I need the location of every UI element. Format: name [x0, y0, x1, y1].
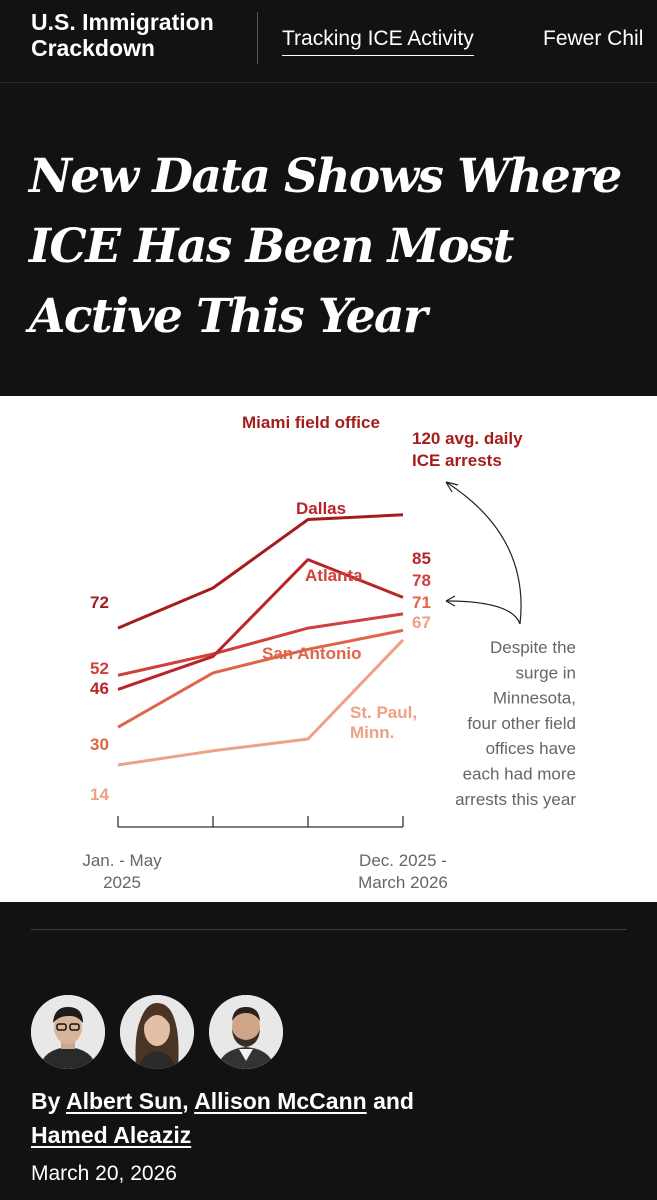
person-portrait-icon — [120, 995, 194, 1069]
article-headline: New Data Shows Where ICE Has Been Most A… — [29, 149, 622, 344]
top-nav: U.S. Immigration Crackdown Tracking ICE … — [0, 0, 657, 83]
start-value-label: 46 — [90, 679, 109, 698]
annotation-text: Despite the surge in Minnesota, four other … — [455, 638, 576, 809]
end-value-label-miami: 120 avg. daily ICE arrests — [412, 429, 523, 470]
author-link-hamed-aleaziz[interactable]: Hamed Aleaziz — [31, 1122, 192, 1148]
author-link-albert-sun[interactable]: Albert Sun — [65, 1088, 183, 1114]
series-name-atlanta: Atlanta — [305, 566, 363, 585]
start-value-label: 52 — [90, 659, 109, 678]
start-value-label: 30 — [90, 735, 109, 754]
byline-and: and — [373, 1088, 414, 1114]
series-line-st-paul-minn — [117, 638, 405, 767]
series-line-miami-field-office — [117, 513, 404, 630]
series-line-atlanta — [117, 612, 404, 677]
byline: By Albert Sun, Allison McCann and Hamed … — [31, 1084, 631, 1152]
section-title-link[interactable]: U.S. Immigration Crackdown — [31, 9, 214, 61]
end-value-label: 85 — [412, 549, 431, 568]
end-value-label: 71 — [412, 593, 431, 612]
series-name-san-antonio: San Antonio — [262, 644, 361, 663]
author-avatar-albert-sun[interactable] — [31, 995, 105, 1069]
author-avatar-hamed-aleaziz[interactable] — [209, 995, 283, 1069]
nav-link-fewer-children[interactable]: Fewer Chil — [543, 27, 644, 50]
publish-date: March 20, 2026 — [31, 1162, 177, 1185]
person-portrait-icon — [209, 995, 283, 1069]
series-name-miami: Miami field office — [242, 413, 380, 432]
byline-separator: , — [182, 1088, 189, 1114]
start-value-label: 14 — [90, 785, 109, 804]
start-value-label: 72 — [90, 593, 109, 612]
x-tick-label-start: Jan. - May 2025 — [82, 851, 162, 892]
series-name-dallas: Dallas — [296, 499, 346, 518]
end-value-label: 78 — [412, 571, 431, 590]
arrowhead-icon — [445, 481, 459, 493]
section-divider — [31, 929, 627, 930]
nav-divider — [257, 12, 258, 64]
series-name-st-paul: St. Paul, Minn. — [350, 703, 417, 742]
series-line-san-antonio — [117, 628, 404, 729]
line-chart: Jan. - May 2025 Dec. 2025 -March 2026 72 465… — [82, 413, 576, 892]
end-value-label: 67 — [412, 613, 431, 632]
chart-panel: Jan. - May 2025 Dec. 2025 -March 2026 72 46 5… — [0, 396, 657, 902]
annotation-arrow-miami — [445, 481, 522, 625]
series-line-dallas — [117, 558, 404, 691]
annotation-arrow-san-antonio — [445, 600, 521, 625]
x-tick-label-end: Dec. 2025 -March 2026 — [358, 851, 448, 892]
person-portrait-icon — [31, 995, 105, 1069]
author-link-allison-mccann[interactable]: Allison McCann — [194, 1088, 367, 1114]
arrowhead-icon — [445, 595, 456, 607]
nav-link-tracking-ice[interactable]: Tracking ICE Activity — [282, 27, 474, 56]
byline-prefix: By — [31, 1088, 61, 1114]
author-avatar-allison-mccann[interactable] — [120, 995, 194, 1069]
